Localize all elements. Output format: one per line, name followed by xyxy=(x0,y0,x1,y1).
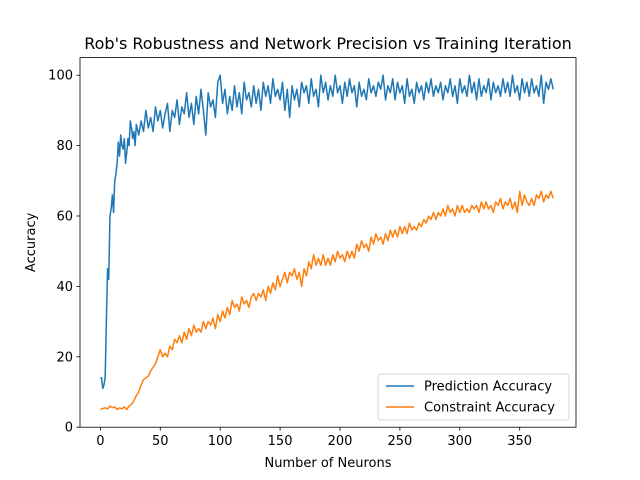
y-tick-label: 0 xyxy=(65,421,73,436)
x-tick-label: 100 xyxy=(208,434,233,449)
x-tick-label: 150 xyxy=(268,434,293,449)
series-line-constraint-accuracy xyxy=(100,190,554,411)
x-tick-label: 0 xyxy=(96,434,104,449)
y-tick-label: 100 xyxy=(48,69,73,84)
x-tick-label: 200 xyxy=(328,434,353,449)
y-tick-label: 80 xyxy=(56,139,73,154)
y-tick-label: 20 xyxy=(56,350,73,365)
x-axis-label: Number of Neurons xyxy=(264,456,391,471)
x-tick-label: 300 xyxy=(447,434,472,449)
x-axis: 0 50 100 150 200 250 300 350 xyxy=(96,427,532,449)
legend-label-prediction-accuracy: Prediction Accuracy xyxy=(424,380,552,395)
series-line-prediction-accuracy xyxy=(100,74,554,390)
legend-box xyxy=(377,373,570,421)
axes-frame xyxy=(79,57,577,428)
series-layer xyxy=(100,74,554,411)
plot-area xyxy=(79,57,577,428)
x-tick-label: 350 xyxy=(507,434,532,449)
chart-title: Rob's Robustness and Network Precision v… xyxy=(84,34,572,53)
y-axis: 0 20 40 60 80 100 xyxy=(48,69,80,436)
legend: Prediction Accuracy Constraint Accuracy xyxy=(377,373,570,421)
legend-label-constraint-accuracy: Constraint Accuracy xyxy=(424,401,555,416)
y-axis-label: Accuracy xyxy=(24,212,39,272)
y-tick-label: 40 xyxy=(56,280,73,295)
x-tick-label: 250 xyxy=(387,434,412,449)
x-tick-label: 50 xyxy=(152,434,169,449)
y-tick-label: 60 xyxy=(56,210,73,225)
